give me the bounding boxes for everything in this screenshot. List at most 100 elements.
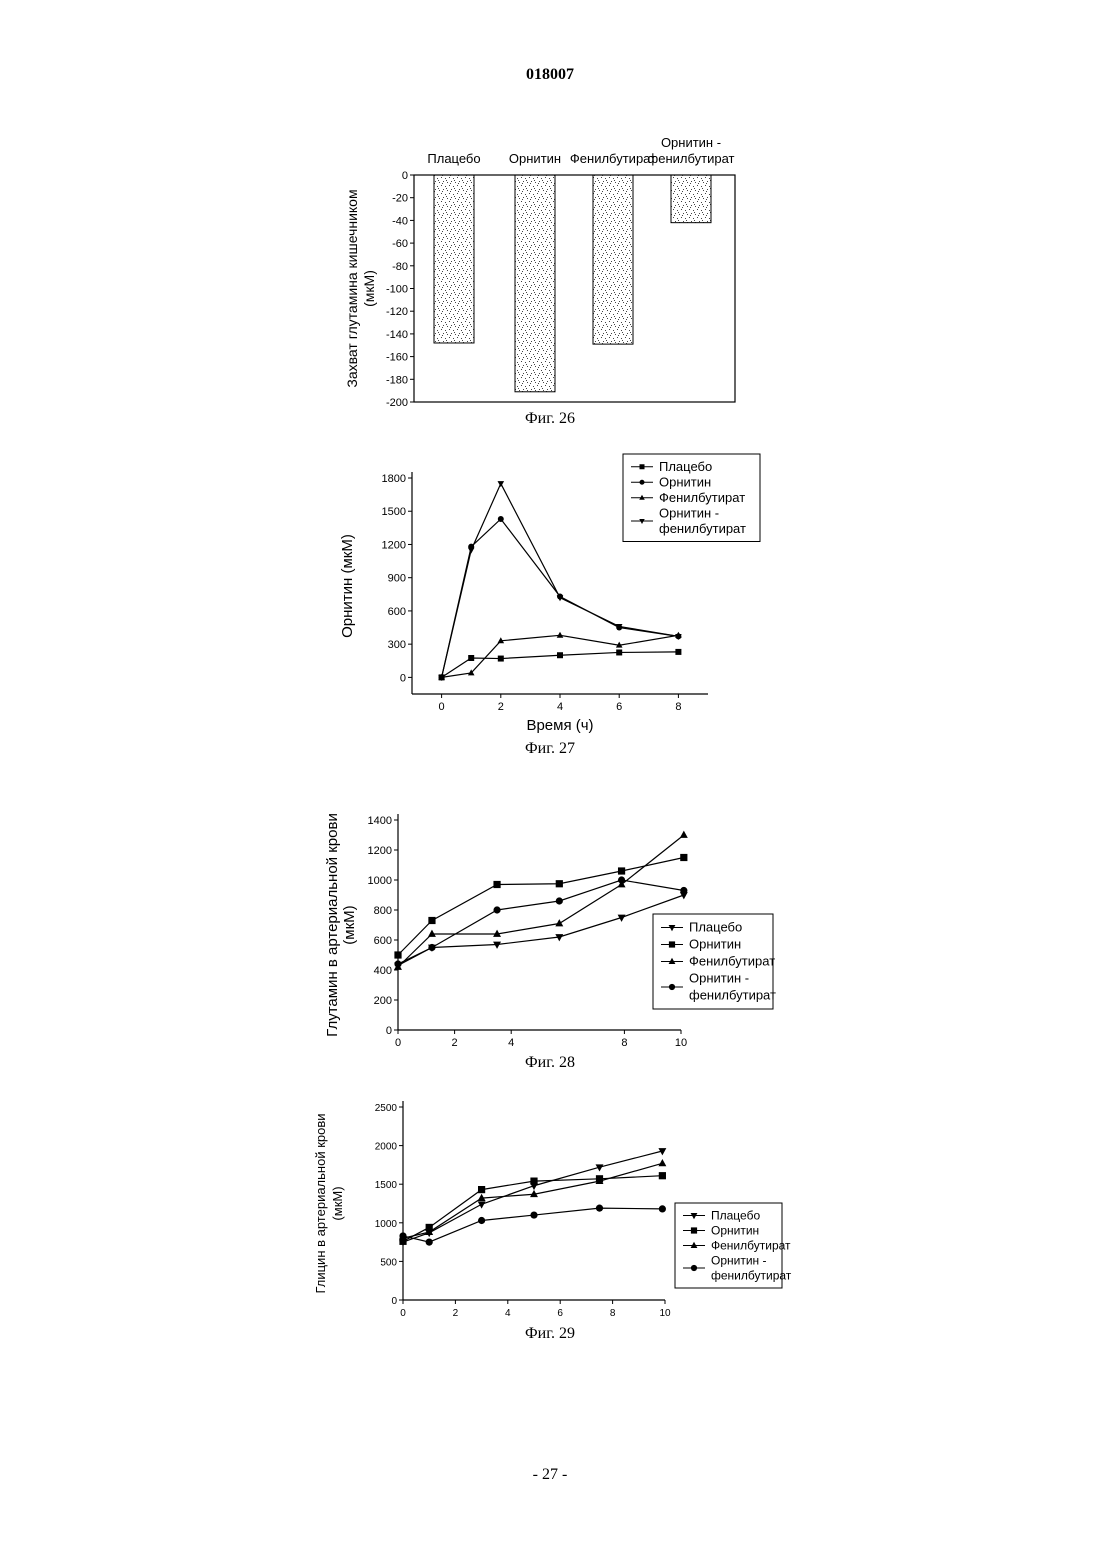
x-tick-label: 10: [659, 1308, 671, 1319]
data-point: [556, 897, 563, 904]
y-tick-label: 0: [400, 672, 406, 684]
y-axis-label: Захват глутамина кишечником: [344, 189, 360, 387]
series-line: [398, 880, 684, 964]
data-point: [394, 960, 401, 967]
y-tick-label: -40: [392, 215, 408, 227]
data-point: [618, 867, 625, 874]
y-tick-label: 1400: [368, 815, 392, 827]
bar: [671, 175, 711, 223]
data-point: [428, 930, 436, 937]
x-tick-label: 8: [610, 1308, 616, 1319]
data-point: [493, 906, 500, 913]
x-tick-label: 2: [452, 1037, 458, 1049]
y-tick-label: 200: [374, 995, 392, 1007]
data-point: [616, 649, 622, 655]
legend-label: Плацебо: [711, 1209, 760, 1223]
y-tick-label: 900: [388, 573, 406, 585]
x-tick-label: 10: [675, 1037, 687, 1049]
data-point: [428, 917, 435, 924]
y-tick-label: 1000: [375, 1219, 398, 1230]
y-tick-label: 1200: [368, 845, 392, 857]
y-tick-label: -160: [386, 352, 408, 364]
data-point: [557, 632, 564, 638]
y-axis-label: Орнитин (мкМ): [339, 534, 356, 638]
legend-label: Орнитин -: [711, 1254, 767, 1268]
y-axis-label: Глутамин в артериальной крови: [324, 813, 341, 1037]
data-point: [557, 652, 563, 658]
data-point: [675, 649, 681, 655]
data-point: [555, 919, 563, 926]
data-point: [468, 655, 474, 661]
data-point: [659, 1205, 666, 1212]
category-label: фенилбутират: [648, 151, 735, 166]
y-tick-label: 0: [391, 1296, 397, 1307]
legend-label: Орнитин -: [659, 505, 719, 520]
y-axis-label: (мкМ): [341, 905, 358, 944]
data-point: [478, 1186, 485, 1193]
y-tick-label: 0: [402, 170, 408, 182]
figure-26-bar-chart: 0-20-40-60-80-100-120-140-160-180-200Зах…: [0, 120, 1100, 420]
x-tick-label: 8: [621, 1037, 627, 1049]
figure-29-line-chart: 050010001500200025000246810Глицин в арте…: [0, 1090, 1100, 1320]
category-label: Фенилбутират: [570, 151, 656, 166]
y-tick-label: 500: [380, 1257, 397, 1268]
y-tick-label: -140: [386, 329, 408, 341]
legend-marker: [669, 984, 675, 990]
figure-29-caption: Фиг. 29: [0, 1325, 1100, 1343]
data-point: [596, 1205, 603, 1212]
y-tick-label: 1200: [382, 539, 406, 551]
x-tick-label: 4: [505, 1308, 511, 1319]
data-point: [493, 881, 500, 888]
bar: [515, 175, 555, 392]
legend-label: Фенилбутират: [689, 954, 775, 969]
y-tick-label: 300: [388, 639, 406, 651]
legend-marker: [691, 1227, 697, 1233]
figure-28-caption: Фиг. 28: [0, 1054, 1100, 1072]
data-point: [530, 1211, 537, 1218]
legend-marker: [640, 464, 645, 469]
data-point: [680, 887, 687, 894]
data-point: [394, 951, 401, 958]
x-axis-label: Время (ч): [526, 717, 593, 734]
series-line: [403, 1163, 662, 1238]
legend-label: Плацебо: [659, 459, 712, 474]
x-tick-label: 6: [616, 701, 622, 713]
y-tick-label: 600: [374, 935, 392, 947]
y-axis-label: (мкМ): [330, 1186, 345, 1220]
legend-label: фенилбутират: [689, 988, 776, 1003]
page-number: - 27 -: [0, 1466, 1100, 1484]
figure-26-caption: Фиг. 26: [0, 410, 1100, 428]
x-tick-label: 8: [675, 701, 681, 713]
document-number: 018007: [0, 66, 1100, 84]
legend-label: Плацебо: [689, 920, 742, 935]
y-tick-label: -120: [386, 306, 408, 318]
data-point: [530, 1178, 537, 1185]
legend-label: Орнитин: [689, 937, 741, 952]
y-tick-label: 2000: [375, 1142, 398, 1153]
data-point: [498, 481, 505, 487]
y-tick-label: -100: [386, 284, 408, 296]
y-tick-label: 1500: [375, 1180, 398, 1191]
data-point: [426, 1239, 433, 1246]
y-tick-label: -200: [386, 397, 408, 409]
data-point: [478, 1201, 486, 1208]
data-point: [478, 1217, 485, 1224]
data-point: [556, 880, 563, 887]
x-tick-label: 2: [453, 1308, 459, 1319]
legend-label: фенилбутират: [659, 521, 746, 536]
data-point: [680, 854, 687, 861]
legend-label: Орнитин: [711, 1224, 759, 1238]
y-tick-label: 600: [388, 606, 406, 618]
y-tick-label: 2500: [375, 1103, 398, 1114]
legend-label: Орнитин -: [689, 971, 749, 986]
data-point: [428, 944, 435, 951]
y-tick-label: -80: [392, 261, 408, 273]
legend-label: Орнитин: [659, 474, 711, 489]
y-tick-label: -180: [386, 374, 408, 386]
series-line: [398, 895, 684, 966]
series-line: [398, 858, 684, 956]
legend-marker: [691, 1265, 697, 1271]
x-tick-label: 0: [395, 1037, 401, 1049]
y-tick-label: 1800: [382, 473, 406, 485]
figure-27-line-chart: 030060090012001500180002468Орнитин (мкМ)…: [0, 440, 1100, 740]
